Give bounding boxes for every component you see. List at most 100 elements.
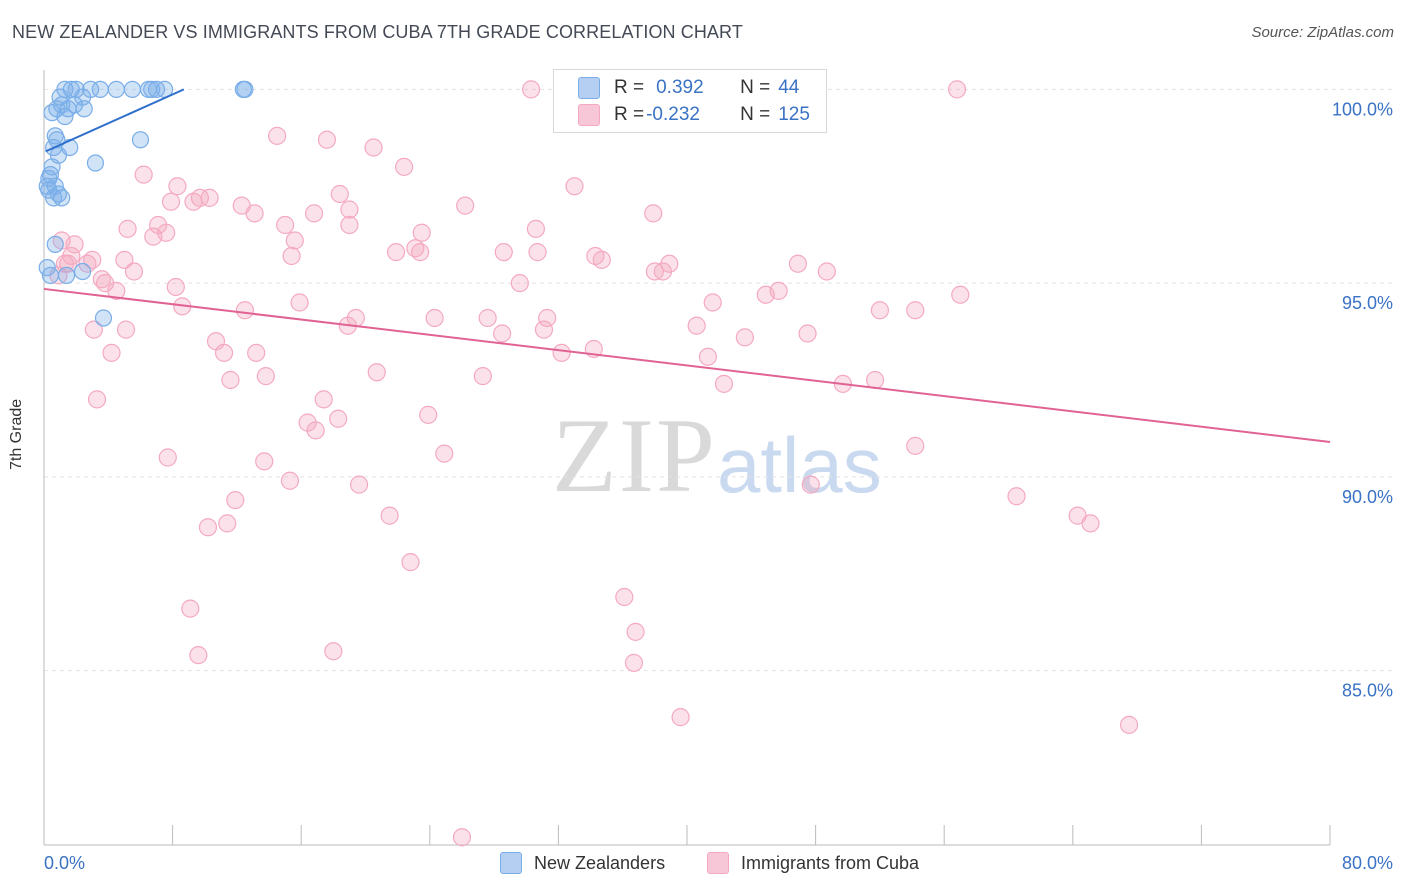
data-point-cuba — [1081, 514, 1100, 533]
data-point-cuba — [425, 308, 444, 328]
data-point-cuba — [703, 293, 722, 312]
data-point-cuba — [592, 250, 611, 269]
legend-label: New Zealanders — [534, 852, 666, 873]
data-point-cuba — [189, 646, 208, 665]
data-point-cuba — [247, 343, 266, 362]
legend-n-label: N = — [740, 77, 771, 98]
data-point-cuba — [364, 138, 383, 157]
data-point-new-zealander — [234, 80, 252, 98]
data-point-new-zealander — [38, 259, 56, 277]
data-point-cuba — [411, 243, 430, 262]
data-point-cuba — [65, 235, 84, 254]
data-point-cuba — [906, 301, 925, 320]
data-point-cuba — [214, 343, 234, 362]
data-point-cuba — [200, 188, 219, 207]
data-point-cuba — [394, 157, 414, 176]
y-tick-label: 85.0% — [1342, 681, 1393, 701]
data-point-new-zealander — [86, 154, 105, 172]
data-point-cuba — [493, 324, 512, 343]
data-point-cuba — [124, 262, 144, 281]
data-point-cuba — [521, 80, 541, 99]
data-point-cuba — [280, 471, 300, 490]
data-point-cuba — [817, 262, 836, 281]
data-point-cuba — [116, 320, 136, 339]
data-point-cuba — [282, 246, 301, 266]
data-point-cuba — [698, 347, 717, 366]
data-point-cuba — [107, 281, 126, 300]
data-point-new-zealander — [49, 185, 68, 203]
data-point-new-zealander — [143, 80, 161, 98]
chart-title: NEW ZEALANDER VS IMMIGRANTS FROM CUBA 7T… — [12, 22, 743, 42]
legend-swatch-pink — [707, 852, 729, 874]
data-point-cuba — [306, 421, 325, 440]
legend-swatch-pink — [578, 104, 600, 126]
data-point-new-zealander — [40, 169, 58, 188]
tick-labels: 100.0% 95.0% 90.0% 85.0% 0.0% 80.0% — [44, 99, 1393, 873]
data-point-new-zealander — [147, 80, 166, 98]
data-point-cuba — [198, 518, 218, 537]
legend-n-label: N = — [740, 104, 771, 125]
data-point-cuba — [290, 293, 309, 312]
data-point-cuba — [412, 223, 431, 242]
legend-r-value: -0.232 — [646, 104, 700, 125]
data-point-cuba — [565, 177, 584, 196]
data-point-cuba — [660, 254, 679, 273]
data-point-cuba — [340, 215, 359, 235]
watermark-zip: ZIP — [552, 397, 717, 514]
legend-label: Immigrants from Cuba — [741, 852, 920, 873]
data-point-new-zealander — [91, 80, 109, 98]
data-point-cuba — [255, 452, 274, 471]
data-point-cuba — [798, 324, 817, 343]
data-point-cuba — [538, 308, 557, 328]
data-point-cuba — [168, 177, 187, 196]
data-point-cuba — [906, 436, 925, 455]
legend-swatch-blue — [500, 852, 522, 874]
data-point-cuba — [687, 316, 706, 335]
data-point-cuba — [157, 223, 176, 242]
data-point-cuba — [134, 165, 153, 184]
data-point-cuba — [221, 370, 240, 390]
source-credit: Source: ZipAtlas.com — [1251, 24, 1394, 41]
x-tick-label: 0.0% — [44, 853, 85, 873]
data-point-cuba — [769, 281, 788, 300]
trendline-new-zealanders — [45, 88, 185, 153]
legend-item-new-zealanders[interactable]: New Zealanders — [500, 852, 665, 874]
data-point-cuba — [218, 514, 237, 533]
data-point-cuba — [314, 390, 333, 409]
series-legend: New Zealanders Immigrants from Cuba — [0, 852, 1406, 878]
watermark-atlas: atlas — [717, 421, 882, 509]
data-point-cuba — [245, 204, 264, 223]
legend-swatch-blue — [578, 77, 600, 99]
data-point-new-zealander — [73, 262, 92, 281]
legend-item-immigrants-from-cuba[interactable]: Immigrants from Cuba — [707, 852, 919, 874]
series-immigrants-from-cuba — [49, 80, 1139, 847]
y-axis-label: 7th Grade — [8, 398, 25, 470]
data-point-cuba — [714, 374, 734, 393]
data-point-new-zealander — [123, 80, 142, 98]
data-point-cuba — [115, 250, 134, 269]
data-point-cuba — [87, 390, 107, 409]
legend-n-value: 125 — [778, 104, 810, 125]
data-point-cuba — [367, 363, 386, 382]
series-new-zealanders — [38, 80, 254, 327]
trend-lines — [43, 88, 1331, 443]
legend-r-label: R = — [614, 77, 645, 98]
data-point-cuba — [330, 184, 349, 204]
correlation-legend: R = 0.392 N = 44 R = -0.232 N = 125 — [553, 69, 827, 133]
data-point-cuba — [473, 367, 492, 386]
data-point-cuba — [419, 405, 438, 424]
data-point-cuba — [615, 587, 634, 607]
data-point-new-zealander — [49, 146, 68, 164]
data-point-cuba — [386, 243, 406, 262]
data-point-cuba — [951, 285, 970, 304]
data-point-cuba — [644, 204, 663, 223]
data-point-cuba — [534, 320, 554, 339]
data-point-cuba — [190, 188, 210, 207]
data-point-cuba — [317, 130, 337, 149]
data-point-cuba — [118, 219, 137, 238]
data-point-cuba — [478, 308, 497, 328]
data-point-cuba — [435, 444, 454, 463]
legend-row-new-zealanders: R = 0.392 N = 44 — [578, 76, 799, 100]
data-point-cuba — [181, 599, 200, 618]
data-point-cuba — [158, 448, 177, 467]
